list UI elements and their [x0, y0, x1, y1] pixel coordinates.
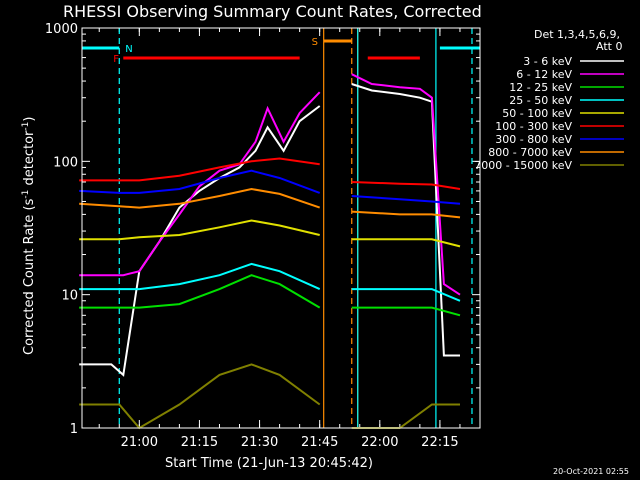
series-line-after-gap-0 — [352, 84, 460, 356]
x-tick-label-3: 21:45 — [301, 435, 338, 450]
count-rate-chart: RHESSI Observing Summary Count Rates, Co… — [0, 0, 640, 480]
x-tick-label-5: 22:15 — [421, 435, 458, 450]
series-line-0 — [79, 106, 320, 375]
series-line-after-gap-5 — [352, 182, 460, 189]
series-line-6 — [79, 171, 320, 193]
y-tick-label-0: 1 — [70, 422, 78, 437]
flag-label-1: F — [113, 54, 119, 65]
y-axis-label-main: Corrected Count Rate (s — [22, 198, 37, 355]
flag-bars: NF S — [82, 37, 480, 65]
series-line-after-gap-3 — [352, 289, 460, 301]
x-axis-label: Start Time (21-Jun-13 20:45:42) — [165, 456, 373, 471]
x-tick-label-4: 22:00 — [361, 435, 398, 450]
x-tick-label-0: 21:00 — [121, 435, 158, 450]
legend-label-6: 300 - 800 keV — [495, 133, 572, 146]
legend-label-7: 800 - 7000 keV — [488, 146, 572, 159]
flag-label-2: S — [312, 37, 318, 48]
x-tick-label-2: 21:30 — [241, 435, 278, 450]
y-tick-label-1: 10 — [61, 289, 78, 304]
legend-label-1: 6 - 12 keV — [516, 68, 572, 81]
legend-label-5: 100 - 300 keV — [495, 120, 572, 133]
legend-label-4: 50 - 100 keV — [502, 107, 572, 120]
chart-title: RHESSI Observing Summary Count Rates, Co… — [63, 2, 482, 21]
legend-header-2: Att 0 — [596, 40, 622, 53]
x-tick-label-1: 21:15 — [181, 435, 218, 450]
legend-label-3: 25 - 50 keV — [509, 94, 572, 107]
legend-label-0: 3 - 6 keV — [523, 55, 572, 68]
y-axis-label: Corrected Count Rate (s-1 detector-1) — [21, 117, 37, 355]
y-tick-labels: 1 10 100 1000 — [45, 22, 480, 437]
y-axis-label-sup-2: -1 — [21, 122, 31, 131]
y-axis-label-end: ) — [22, 117, 37, 122]
series-line-4 — [79, 221, 320, 240]
legend-label-8: 7000 - 15000 keV — [474, 159, 572, 172]
series-line-5 — [79, 159, 320, 181]
series-line-after-gap-4 — [352, 239, 460, 246]
series-line-after-gap-2 — [352, 308, 460, 316]
timestamp: 20-Oct-2021 02:55 — [553, 467, 629, 476]
flag-label-0: N — [125, 44, 132, 55]
series-line-8 — [79, 364, 320, 428]
y-tick-label-2: 100 — [53, 155, 78, 170]
chart-stage: RHESSI Observing Summary Count Rates, Co… — [0, 0, 640, 480]
legend-label-2: 12 - 25 keV — [509, 81, 572, 94]
series-line-after-gap-8 — [352, 405, 460, 429]
y-axis-label-mid: detector — [22, 130, 37, 190]
series-layer — [79, 74, 460, 428]
y-axis-label-sup-1: -1 — [21, 190, 31, 199]
y-tick-label-3: 1000 — [45, 22, 78, 37]
series-line-after-gap-6 — [352, 196, 460, 204]
series-line-after-gap-7 — [352, 212, 460, 218]
